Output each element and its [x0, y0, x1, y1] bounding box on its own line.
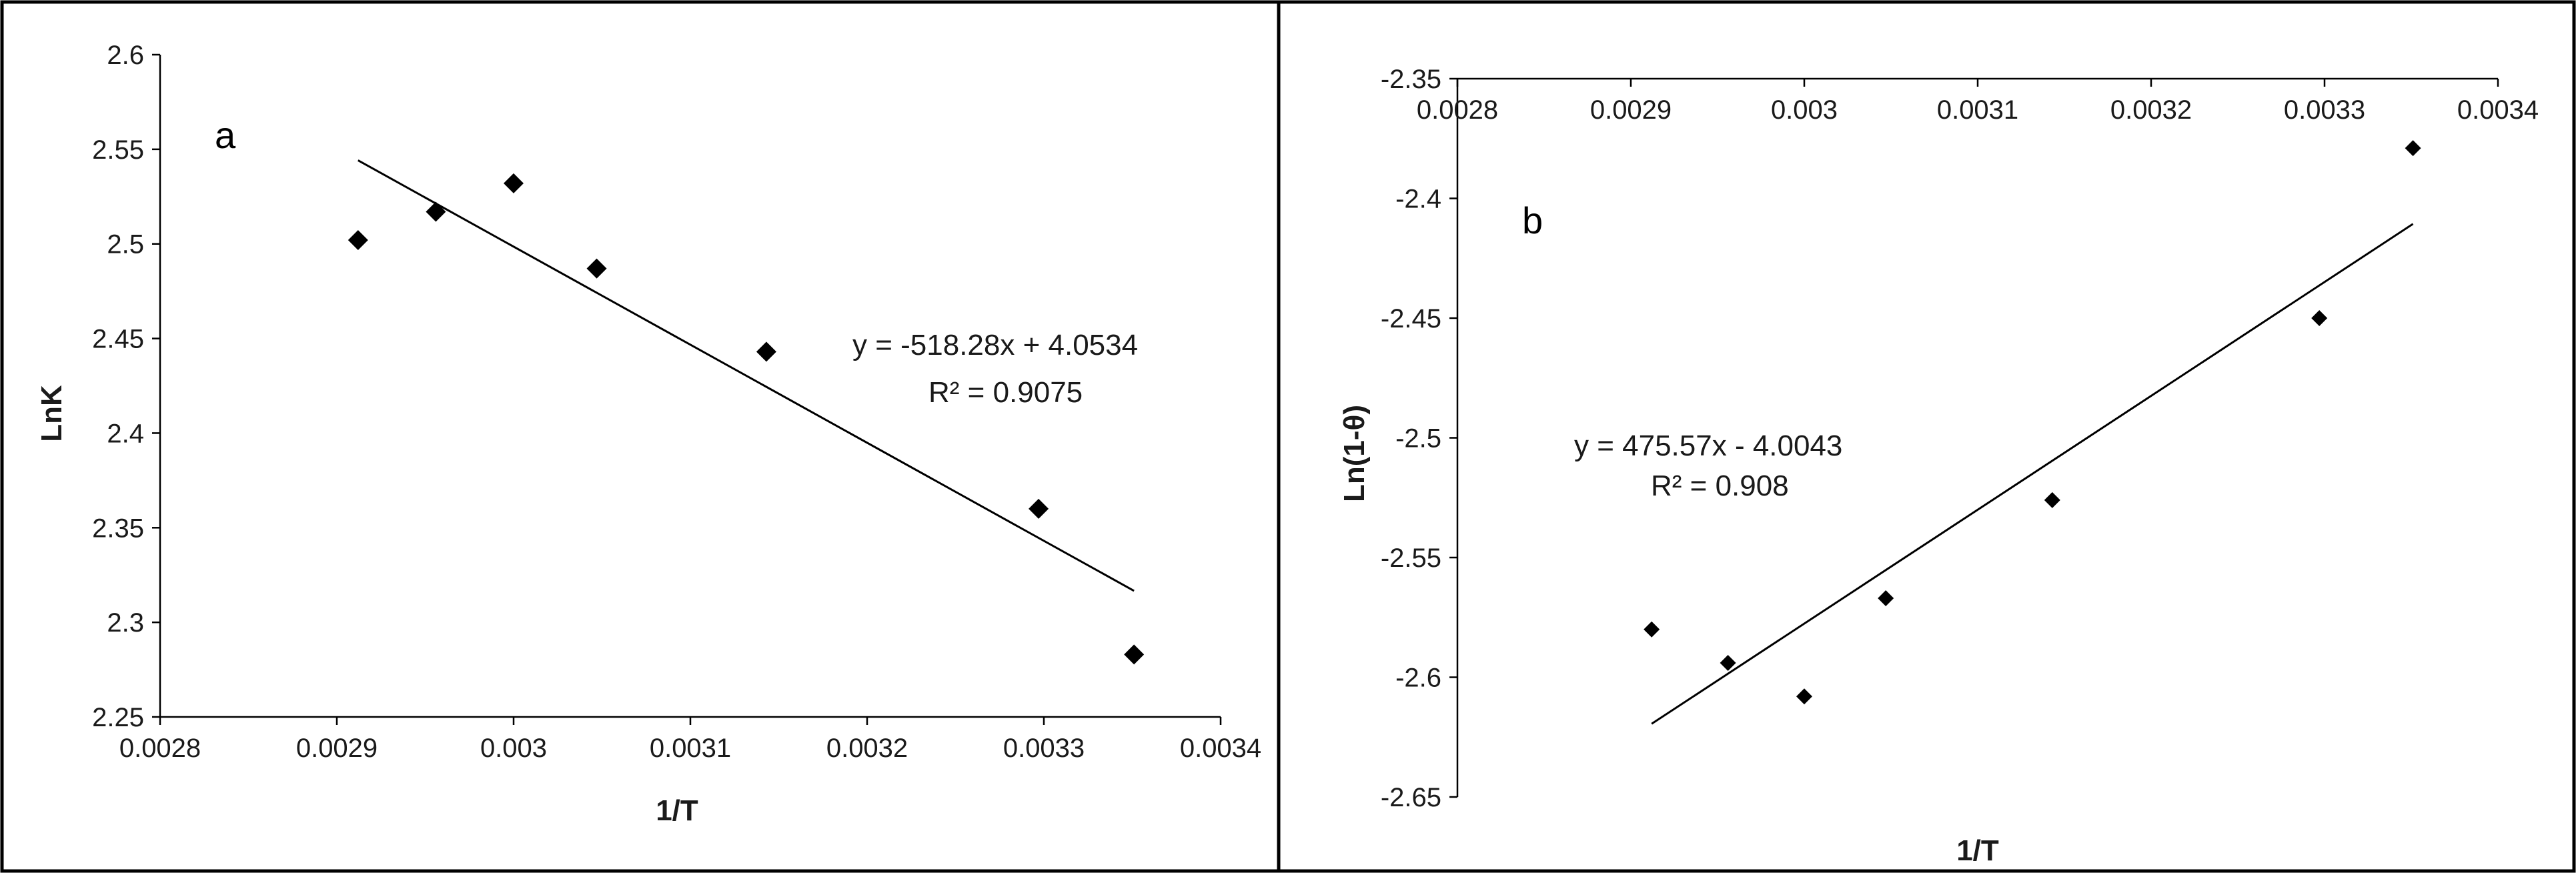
- chart-a-data-point: [426, 201, 446, 222]
- chart-b-data-point: [2311, 310, 2328, 326]
- chart-b-x-tick-label: 0.0034: [2457, 95, 2539, 125]
- chart-b-data-point: [1796, 688, 1812, 705]
- chart-a-y-axis-label: LnK: [35, 385, 68, 442]
- chart-a: 0.0028 0.0029 0.003 0.0031 0.0032 0.0033 0.003…: [35, 41, 1261, 827]
- chart-b-data-point: [1878, 590, 1894, 607]
- chart-b-x-tick-label: 0.0028: [1417, 95, 1498, 125]
- chart-b-y-axis-label: Ln(1-θ): [1338, 405, 1371, 502]
- chart-b-x-tick-label: 0.0029: [1590, 95, 1672, 125]
- chart-a-trendline: [358, 159, 1135, 592]
- chart-a-r-squared: R² = 0.9075: [928, 376, 1083, 409]
- chart-a-data-point: [586, 258, 607, 279]
- chart-a-x-tick-label: 0.0031: [650, 734, 731, 763]
- chart-b-y-tick-label: -2.65: [1381, 783, 1441, 812]
- chart-b-y-tick-label: -2.35: [1381, 65, 1441, 94]
- chart-a-points: [348, 173, 1145, 665]
- chart-b-data-point: [2405, 140, 2421, 157]
- chart-a-x-tick-label: 0.0028: [119, 734, 201, 763]
- chart-a-x-tick-label: 0.0032: [826, 734, 908, 763]
- chart-b-trendline: [1651, 223, 2414, 725]
- chart-a-y-tick-label: 2.25: [92, 703, 144, 732]
- chart-b-y-tick-label: -2.4: [1395, 185, 1441, 214]
- chart-b-data-point: [1644, 621, 1660, 638]
- chart-a-data-point: [504, 173, 524, 193]
- chart-a-y-tick-label: 2.3: [107, 608, 144, 638]
- chart-b-r-squared: R² = 0.908: [1651, 470, 1789, 502]
- chart-a-data-point: [1029, 498, 1049, 519]
- chart-a-equation: y = -518.28x + 4.0534: [852, 329, 1138, 361]
- chart-b-x-axis-label: 1/T: [1956, 834, 1999, 867]
- chart-b-y-tick-label: -2.5: [1395, 424, 1441, 454]
- chart-a-y-tick-label: 2.6: [107, 41, 144, 70]
- chart-b-equation: y = 475.57x - 4.0043: [1574, 429, 1842, 462]
- chart-a-x-tick-label: 0.0034: [1180, 734, 1261, 763]
- chart-a-y-tick-label: 2.4: [107, 419, 144, 448]
- chart-b-x-tick-label: 0.0033: [2284, 95, 2365, 125]
- chart-a-x-tick-label: 0.0029: [296, 734, 378, 763]
- chart-a-x-tick-label: 0.003: [480, 734, 547, 763]
- chart-a-data-point: [1124, 644, 1145, 665]
- chart-b-x-tick-label: 0.0032: [2110, 95, 2192, 125]
- chart-a-y-tick-label: 2.35: [92, 514, 144, 543]
- chart-b-y-tick-label: -2.6: [1395, 664, 1441, 693]
- chart-b-y-tick-label: -2.45: [1381, 304, 1441, 333]
- chart-b-panel-letter: b: [1522, 199, 1543, 241]
- chart-b-y-tick-label: -2.55: [1381, 544, 1441, 573]
- chart-b-x-tick-label: 0.0031: [1937, 95, 2018, 125]
- chart-b-data-point: [1720, 654, 1736, 671]
- chart-b: 0.0028 0.0029 0.003 0.0031 0.0032 0.0033 0.003…: [1338, 65, 2539, 867]
- chart-b-ticks: 0.0028 0.0029 0.003 0.0031 0.0032 0.0033 0.003…: [1381, 65, 2539, 812]
- chart-a-y-tick-label: 2.5: [107, 230, 144, 259]
- chart-a-ticks: 0.0028 0.0029 0.003 0.0031 0.0032 0.0033 0.003…: [92, 41, 1261, 763]
- chart-a-x-axis-label: 1/T: [656, 794, 698, 827]
- chart-b-x-tick-label: 0.003: [1771, 95, 1838, 125]
- chart-b-data-point: [2044, 492, 2060, 508]
- chart-b-points: [1644, 140, 2421, 705]
- chart-a-data-point: [348, 230, 368, 251]
- chart-a-data-point: [756, 341, 776, 362]
- chart-a-y-tick-label: 2.55: [92, 135, 144, 165]
- chart-a-x-tick-label: 0.0033: [1003, 734, 1085, 763]
- chart-a-panel-letter: a: [215, 114, 236, 156]
- chart-a-y-tick-label: 2.45: [92, 325, 144, 354]
